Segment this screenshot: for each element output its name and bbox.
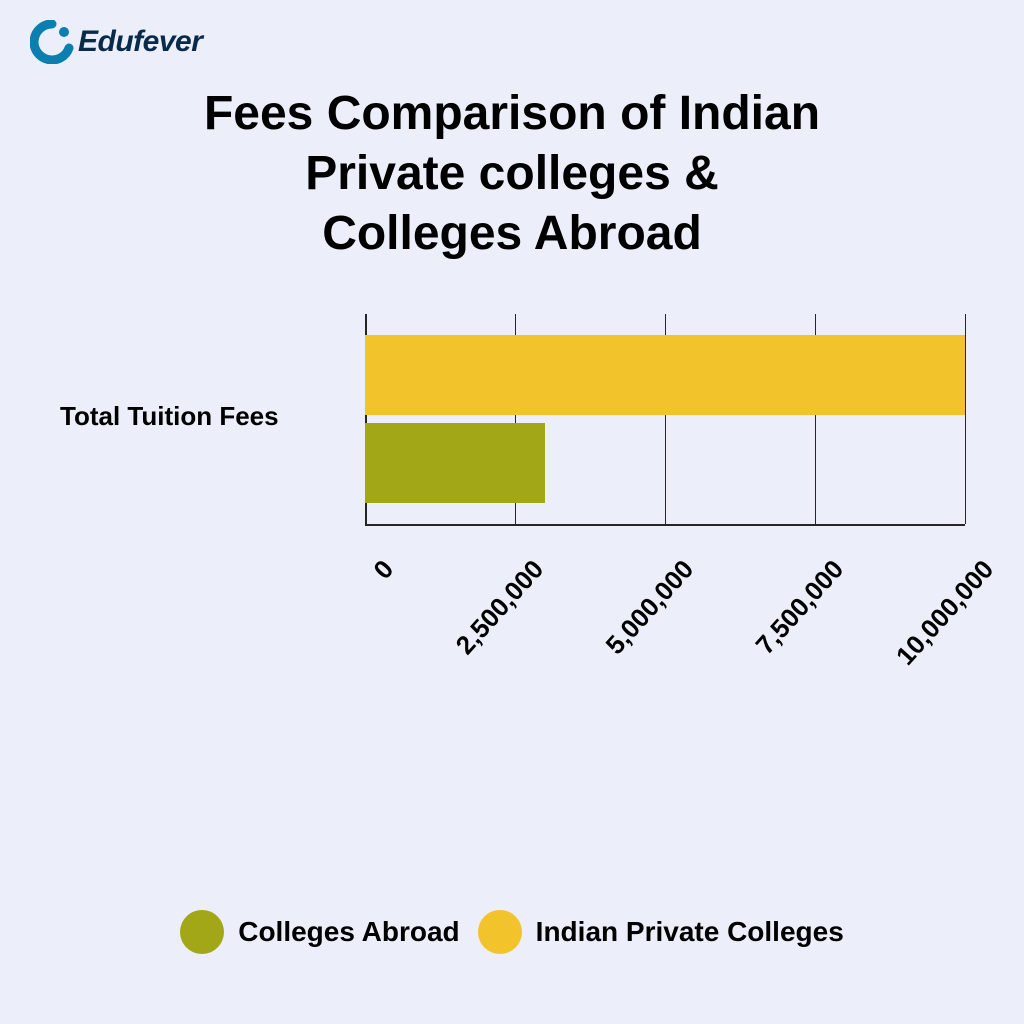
x-tick-label: 5,000,000: [600, 554, 700, 661]
y-category-label: Total Tuition Fees: [60, 401, 279, 432]
chart-area: Total Tuition Fees 02,500,0005,000,0007,…: [30, 314, 994, 674]
title-line-1: Fees Comparison of Indian: [204, 87, 820, 140]
brand-name-part1: Edu: [78, 25, 133, 58]
title-line-3: Colleges Abroad: [322, 207, 702, 260]
x-tick-label: 2,500,000: [450, 554, 550, 661]
legend-item: Colleges Abroad: [180, 910, 459, 954]
x-tick-label: 7,500,000: [750, 554, 850, 661]
page-root: Edufever Fees Comparison of Indian Priva…: [0, 0, 1024, 1024]
chart-title: Fees Comparison of Indian Private colleg…: [30, 84, 994, 264]
brand-logo-mark: [30, 20, 74, 64]
legend: Colleges Abroad Indian Private Colleges: [0, 910, 1024, 954]
gridline: [965, 314, 966, 524]
legend-swatch: [180, 910, 224, 954]
x-tick-label: 10,000,000: [890, 554, 1000, 671]
bar-indian-private-colleges: [365, 335, 965, 415]
title-line-2: Private colleges &: [305, 147, 719, 200]
brand-logo: Edufever: [30, 20, 994, 64]
legend-label: Indian Private Colleges: [536, 916, 844, 948]
brand-logo-text: Edufever: [78, 25, 202, 59]
x-axis-line: [365, 524, 965, 526]
brand-name-part2: fever: [133, 25, 202, 58]
c-icon: [30, 20, 74, 64]
x-tick-label: 0: [367, 554, 400, 585]
plot-area: 02,500,0005,000,0007,500,00010,000,000: [365, 314, 965, 524]
legend-item: Indian Private Colleges: [478, 910, 844, 954]
bar-colleges-abroad: [365, 423, 545, 503]
legend-label: Colleges Abroad: [238, 916, 459, 948]
legend-swatch: [478, 910, 522, 954]
